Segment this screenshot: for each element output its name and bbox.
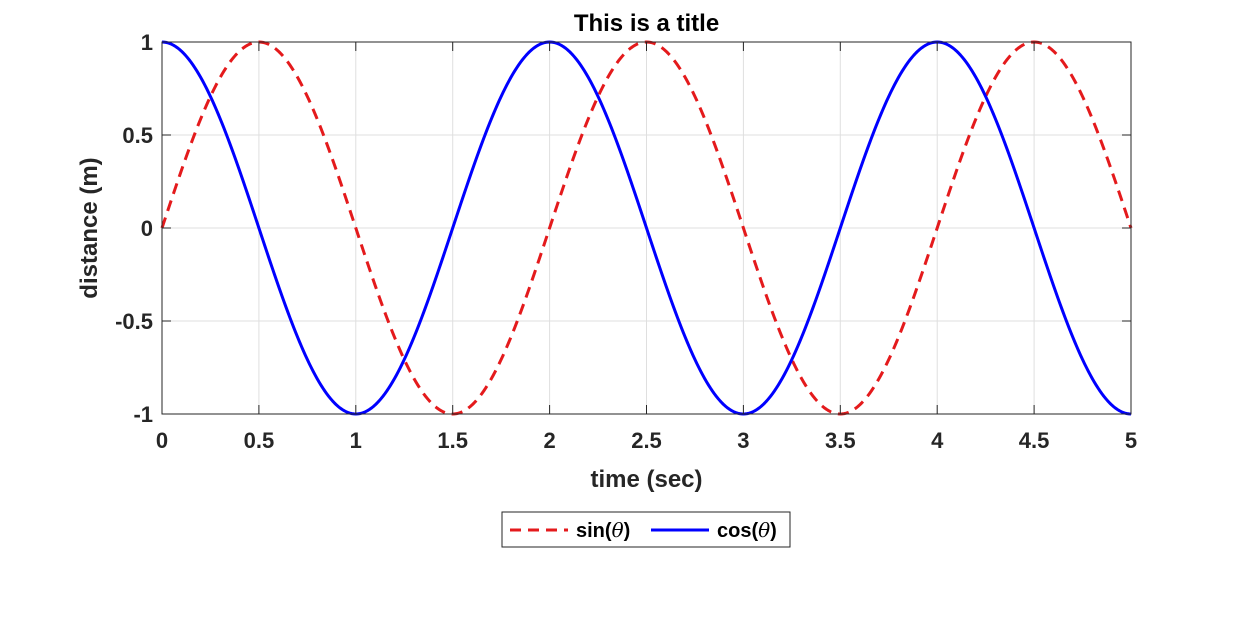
x-tick-label: 3: [737, 428, 749, 453]
x-tick-label: 0: [156, 428, 168, 453]
y-tick-label: -0.5: [115, 309, 153, 334]
x-tick-label: 0.5: [244, 428, 275, 453]
y-tick-label: 1: [141, 30, 153, 55]
x-axis-title: time (sec): [590, 466, 702, 493]
y-axis-title: distance (m): [76, 157, 103, 298]
y-tick-label: 0.5: [122, 123, 153, 148]
cos-series-line: [161, 40, 1132, 416]
legend-label-cos: cos(θ): [717, 518, 777, 542]
legend: sin(θ) cos(θ): [501, 511, 791, 548]
x-tick-label: 2.5: [631, 428, 662, 453]
y-tick-label: -1: [133, 402, 153, 427]
x-tick-label: 1.5: [437, 428, 468, 453]
x-tick-label: 2: [543, 428, 555, 453]
y-tick-label: 0: [141, 216, 153, 241]
x-tick-label: 5: [1125, 428, 1137, 453]
axis-ticks: 0 0.5 1 1.5 2 2.5 3 3.5 4 4.5 5 1 0.5 0 -0.5 -1: [115, 30, 1137, 453]
x-tick-label: 4.5: [1019, 428, 1050, 453]
legend-label-sin: sin(θ): [576, 518, 630, 542]
x-tick-label: 4: [931, 428, 944, 453]
x-tick-label: 3.5: [825, 428, 856, 453]
x-tick-label: 1: [350, 428, 362, 453]
chart-title: This is a title: [574, 10, 719, 37]
